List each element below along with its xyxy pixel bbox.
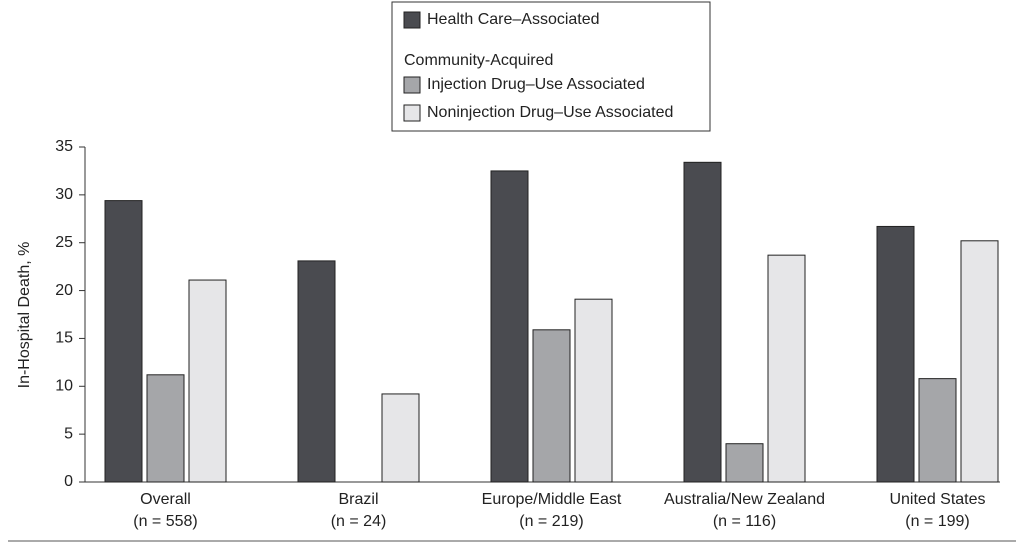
legend-swatch xyxy=(403,11,421,29)
legend-group-title: Community-Acquired xyxy=(404,52,553,69)
bar xyxy=(960,240,999,483)
bar xyxy=(532,329,571,483)
bar xyxy=(767,254,806,483)
y-tick-label: 0 xyxy=(64,473,73,490)
x-tick-count: (n = 24) xyxy=(331,513,387,530)
bar xyxy=(683,161,722,483)
y-tick-label: 30 xyxy=(55,186,73,203)
bar xyxy=(918,378,957,483)
bar xyxy=(146,374,185,483)
legend-swatch xyxy=(403,76,421,94)
y-tick-label: 20 xyxy=(55,282,73,299)
y-axis-label: In-Hospital Death, % xyxy=(16,242,33,389)
y-tick-label: 10 xyxy=(55,378,73,395)
legend-label: Noninjection Drug–Use Associated xyxy=(427,104,673,121)
x-tick-label: United States xyxy=(889,491,985,508)
bar xyxy=(490,170,529,483)
bar xyxy=(574,298,613,483)
x-tick-label: Brazil xyxy=(338,491,378,508)
x-tick-count: (n = 116) xyxy=(713,513,776,530)
legend-label: Health Care–Associated xyxy=(427,11,600,28)
bar xyxy=(381,393,420,483)
y-tick-label: 25 xyxy=(55,234,73,251)
x-tick-label: Overall xyxy=(140,491,191,508)
y-tick-label: 5 xyxy=(64,425,73,442)
bar xyxy=(188,279,227,483)
legend-box xyxy=(391,1,711,132)
bar xyxy=(876,225,915,483)
x-tick-label: Australia/New Zealand xyxy=(664,491,825,508)
legend-swatch xyxy=(403,104,421,122)
x-tick-count: (n = 219) xyxy=(519,513,583,530)
y-tick-label: 35 xyxy=(55,138,73,155)
legend-label: Injection Drug–Use Associated xyxy=(427,76,645,93)
bar xyxy=(725,443,764,483)
x-tick-label: Europe/Middle East xyxy=(482,491,622,508)
y-tick-label: 15 xyxy=(55,330,73,347)
bar xyxy=(297,260,336,483)
x-tick-count: (n = 558) xyxy=(133,513,197,530)
bar xyxy=(104,200,143,483)
x-tick-count: (n = 199) xyxy=(905,513,969,530)
